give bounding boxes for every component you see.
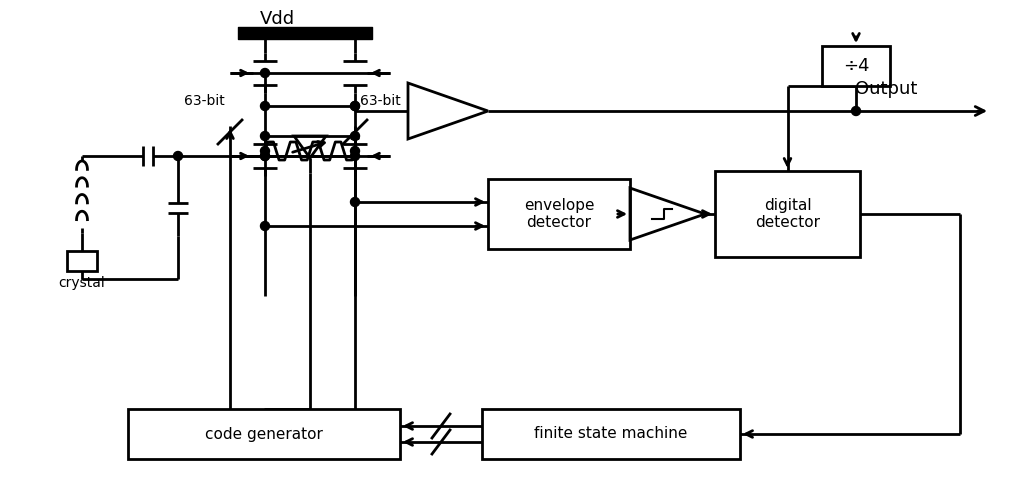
Circle shape xyxy=(260,151,269,160)
Circle shape xyxy=(260,146,269,155)
Circle shape xyxy=(260,102,269,111)
Bar xyxy=(822,46,890,86)
Bar xyxy=(715,171,860,257)
Circle shape xyxy=(260,131,269,140)
Circle shape xyxy=(350,146,359,155)
Text: digital
detector: digital detector xyxy=(755,198,820,230)
Bar xyxy=(128,409,400,459)
Circle shape xyxy=(260,221,269,230)
Circle shape xyxy=(350,102,359,111)
Circle shape xyxy=(260,69,269,78)
Circle shape xyxy=(350,131,359,140)
Bar xyxy=(67,251,97,271)
Text: Vdd: Vdd xyxy=(260,10,295,28)
Circle shape xyxy=(350,197,359,206)
Text: crystal: crystal xyxy=(58,276,105,290)
Circle shape xyxy=(350,151,359,160)
Text: Output: Output xyxy=(855,80,918,98)
Text: code generator: code generator xyxy=(205,426,323,441)
Text: finite state machine: finite state machine xyxy=(535,426,688,441)
Circle shape xyxy=(173,151,182,160)
Circle shape xyxy=(852,107,860,116)
Text: envelope
detector: envelope detector xyxy=(523,198,594,230)
Bar xyxy=(488,179,630,249)
Text: ÷4: ÷4 xyxy=(843,57,869,75)
Text: 63-bit: 63-bit xyxy=(184,94,225,108)
Text: 63-bit: 63-bit xyxy=(360,94,400,108)
Circle shape xyxy=(350,102,359,111)
Circle shape xyxy=(260,151,269,160)
Bar xyxy=(482,409,740,459)
